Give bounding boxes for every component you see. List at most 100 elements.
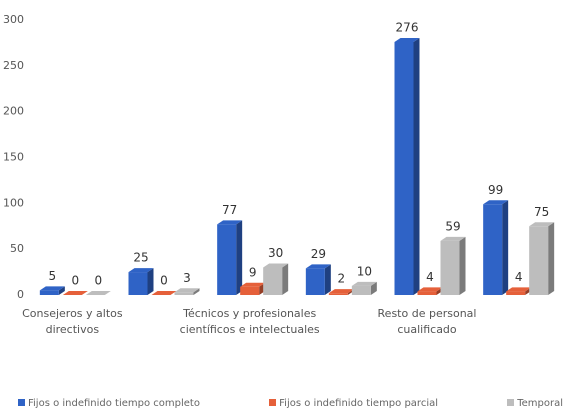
y-tick-label: 250 [3, 59, 24, 72]
bar-top [483, 200, 509, 205]
y-tick-label: 300 [3, 13, 24, 26]
bar-top [529, 222, 555, 227]
data-label: 0 [160, 274, 168, 288]
bar-top [62, 291, 88, 295]
bar-top [240, 282, 266, 287]
bar-side [147, 268, 154, 295]
bar [39, 286, 65, 295]
bar-front [440, 240, 460, 295]
bar-side [282, 263, 289, 295]
data-label: 29 [311, 247, 326, 261]
legend-swatch [18, 399, 25, 406]
bar-side [548, 222, 555, 295]
bar [62, 291, 88, 296]
bar-front [174, 292, 194, 295]
y-tick-label: 100 [3, 196, 24, 209]
bar [174, 288, 200, 295]
x-tick-label: Consejeros y altos directivos [22, 307, 123, 336]
data-label: 3 [183, 271, 191, 285]
bar-top [174, 288, 200, 293]
bar-top [328, 289, 354, 294]
data-label: 25 [133, 251, 148, 265]
bar [328, 289, 354, 295]
bar-front [328, 293, 348, 295]
bar-top [263, 263, 289, 268]
bar-side [502, 200, 509, 295]
bar [240, 282, 266, 295]
bar-top [394, 38, 420, 42]
bar-side [370, 281, 377, 295]
bar-front [263, 267, 283, 295]
y-tick-label: 150 [3, 151, 24, 164]
bar-front [506, 291, 526, 295]
bar-top [417, 287, 443, 292]
bar-top [151, 291, 177, 295]
data-label: 2 [338, 272, 346, 286]
bar [305, 264, 331, 295]
bar-top [506, 287, 532, 292]
x-tick-label: Técnicos y profesionales científicos e i… [179, 307, 320, 336]
data-label: 77 [222, 203, 237, 217]
data-label: 75 [534, 205, 549, 219]
y-tick-label: 200 [3, 105, 24, 118]
bar-side [413, 38, 420, 295]
bar [394, 38, 420, 295]
bar-front [529, 226, 549, 295]
bar-front [39, 290, 59, 295]
bar [128, 268, 154, 295]
bar [351, 281, 377, 295]
data-label: 59 [445, 219, 460, 233]
bar-side [236, 220, 243, 295]
legend-swatch [507, 399, 515, 406]
data-label: 99 [488, 183, 503, 197]
bar [440, 236, 466, 295]
bar [529, 222, 555, 295]
legend: Fijos o indefinido tiempo completo Fijos … [18, 398, 563, 409]
bar-top [351, 281, 377, 286]
data-label: 9 [249, 265, 257, 279]
bar [151, 291, 177, 296]
bar-top [128, 268, 154, 273]
bar [217, 220, 243, 295]
bar [263, 263, 289, 295]
data-label: 0 [95, 274, 103, 288]
bar-front [305, 268, 325, 295]
data-label: 4 [426, 270, 434, 284]
legend-item: Fijos o indefinido tiempo parcial [269, 398, 438, 409]
bar [417, 287, 443, 295]
data-label: 0 [72, 274, 80, 288]
bar-front [240, 286, 260, 295]
bar-side [58, 286, 65, 295]
bar-top [440, 236, 466, 241]
legend-label: Fijos o indefinido tiempo parcial [279, 398, 439, 409]
bar [506, 287, 532, 295]
legend-label: Fijos o indefinido tiempo completo [28, 398, 200, 409]
bar [483, 200, 509, 295]
data-label: 4 [515, 270, 523, 284]
y-tick-label: 50 [10, 242, 24, 255]
data-label: 10 [357, 264, 372, 278]
x-tick-label: Resto de personal cualificado [377, 307, 477, 336]
data-label: 5 [49, 269, 57, 283]
bar-top [85, 291, 111, 295]
bar-top [39, 286, 65, 291]
legend-item: Temporal [507, 398, 563, 409]
bar-front [351, 285, 371, 295]
bar-side [193, 288, 200, 295]
data-label: 30 [268, 246, 283, 260]
bar-front [128, 272, 148, 295]
bar [85, 291, 111, 296]
bar-front [217, 224, 237, 295]
bar-top [305, 264, 331, 269]
bar-front [394, 42, 414, 295]
data-label: 276 [396, 21, 419, 35]
legend-label: Temporal [517, 398, 563, 409]
bar-top [217, 220, 243, 225]
legend-swatch [269, 399, 277, 406]
bar-front [417, 291, 437, 295]
bar-front [483, 204, 503, 295]
bar-side [324, 264, 331, 295]
legend-item: Fijos o indefinido tiempo completo [18, 398, 200, 409]
